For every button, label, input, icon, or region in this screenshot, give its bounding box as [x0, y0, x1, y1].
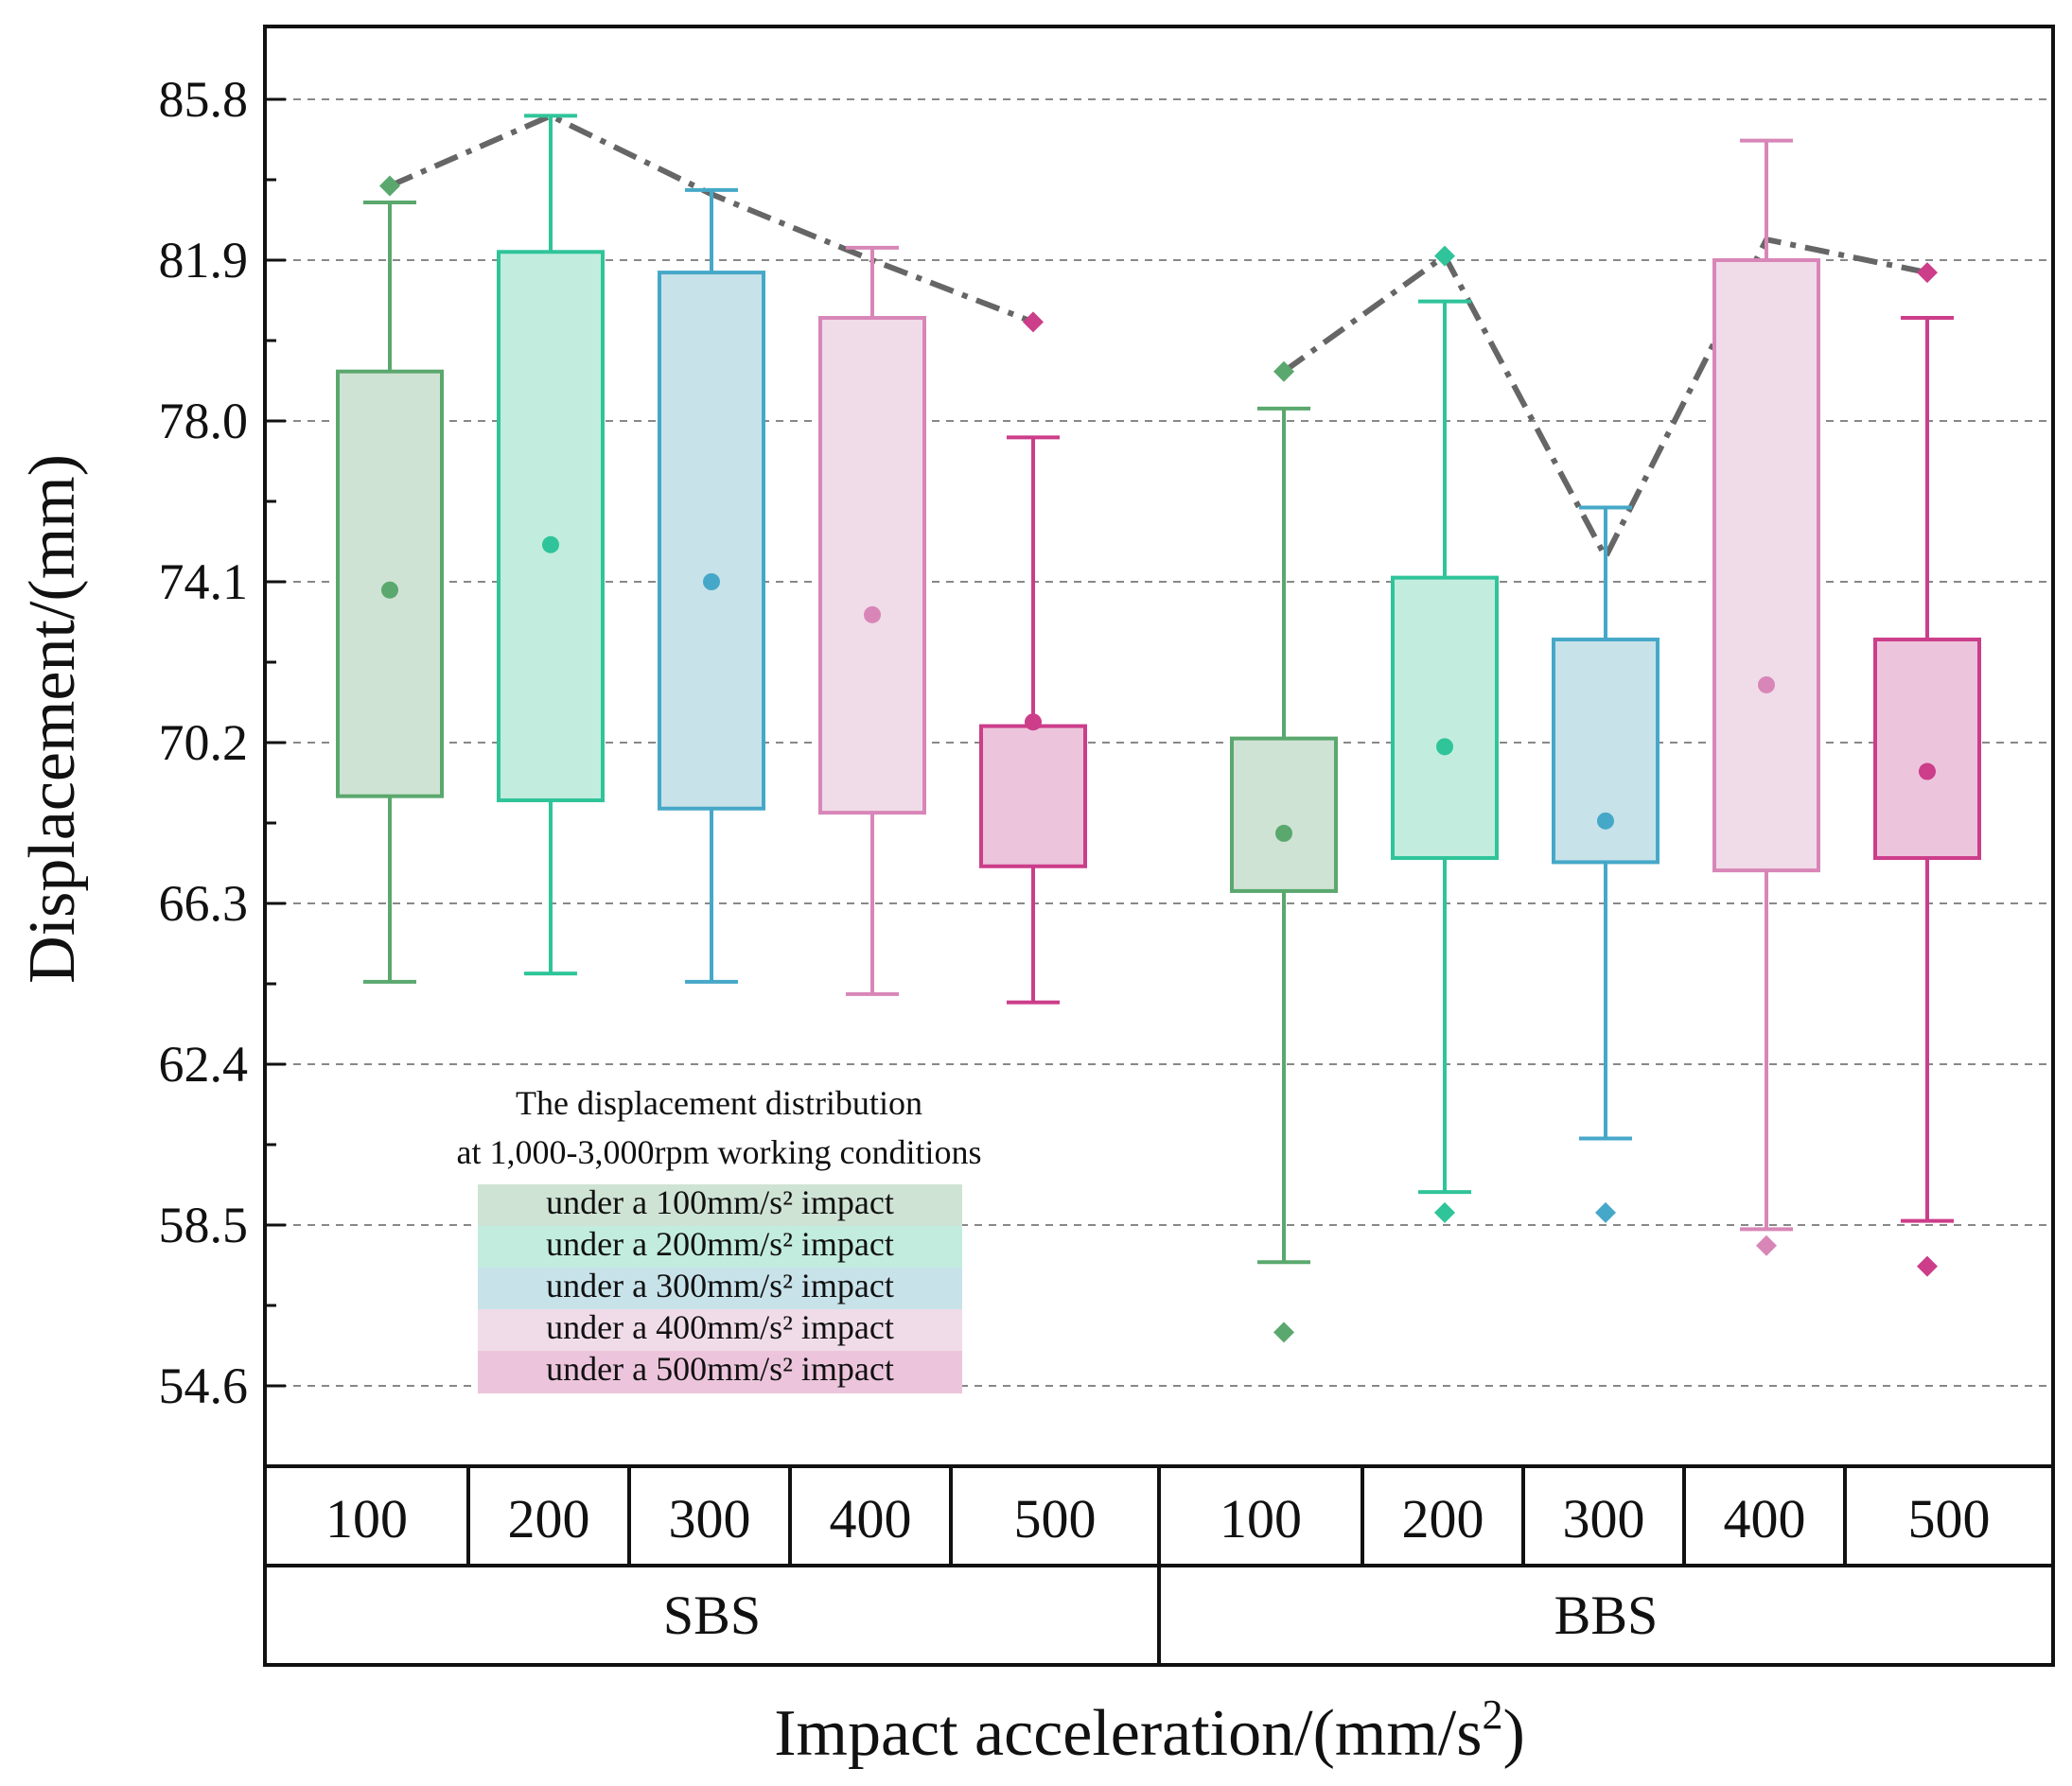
x-axis-title: Impact acceleration/(mm/s2)	[774, 1691, 1525, 1770]
legend-swatch	[478, 1351, 962, 1393]
x-axis-title-tail: )	[1502, 1697, 1524, 1770]
mean-point	[1436, 738, 1453, 756]
y-tick-label: 58.5	[159, 1197, 249, 1253]
iqr-box	[979, 724, 1087, 868]
y-tick-label: 78.0	[159, 393, 249, 449]
category-label: 300	[669, 1488, 751, 1550]
y-tick-label: 85.8	[159, 71, 249, 128]
y-axis-ticks: 85.8 81.9 78.0 74.1 70.2 66.3 62.4 58.5 54.6	[159, 71, 286, 1414]
outlier-point	[1434, 245, 1455, 267]
mean-point	[1025, 713, 1042, 731]
outlier-point	[1595, 1201, 1616, 1223]
legend-title-line2: at 1,000-3,000rpm working conditions	[457, 1133, 982, 1171]
legend: The displacement distribution at 1,000-3,…	[457, 1084, 982, 1393]
category-label: 400	[830, 1488, 912, 1550]
trend-lines	[388, 113, 1928, 560]
legend-item: under a 500mm/s² impact	[478, 1350, 962, 1393]
mean-point	[1597, 812, 1614, 830]
legend-swatch	[478, 1184, 962, 1227]
legend-swatch	[478, 1226, 962, 1269]
legend-item: under a 200mm/s² impact	[478, 1225, 962, 1269]
legend-label: under a 400mm/s² impact	[546, 1308, 894, 1346]
box-series	[336, 114, 1981, 1343]
mean-point	[1919, 762, 1936, 780]
box-SBS-100	[336, 175, 444, 984]
legend-title-line1: The displacement distribution	[516, 1084, 922, 1122]
y-tick-label: 81.9	[159, 232, 249, 289]
legend-label: under a 500mm/s² impact	[546, 1350, 894, 1388]
legend-item: under a 300mm/s² impact	[478, 1267, 962, 1310]
mean-point	[1758, 675, 1775, 693]
box-BBS-300	[1552, 505, 1659, 1223]
outlier-point	[1273, 360, 1294, 382]
category-label: 200	[508, 1488, 590, 1550]
legend-item: under a 400mm/s² impact	[478, 1308, 962, 1352]
outlier-point	[1273, 1322, 1294, 1343]
category-label: 400	[1724, 1488, 1806, 1550]
outlier-point	[1023, 311, 1044, 333]
legend-swatch	[478, 1268, 962, 1310]
outlier-point	[1917, 262, 1938, 284]
iqr-box	[1230, 736, 1338, 893]
legend-label: under a 100mm/s² impact	[546, 1183, 894, 1221]
x-axis-title-main: Impact acceleration/(mm/s	[774, 1697, 1482, 1770]
y-tick-label: 70.2	[159, 714, 249, 771]
box-SBS-300	[658, 187, 765, 984]
category-label: 200	[1402, 1488, 1484, 1550]
mean-point	[1275, 824, 1292, 842]
category-label: 100	[1220, 1488, 1302, 1550]
category-table: 100 200 300 400 500 100 200 300 400 500 SBS BBS	[263, 1464, 2055, 1667]
legend-label: under a 300mm/s² impact	[546, 1267, 894, 1304]
legend-swatch	[478, 1309, 962, 1352]
legend-item: under a 100mm/s² impact	[478, 1183, 962, 1227]
mean-point	[542, 535, 559, 553]
mean-point	[381, 581, 398, 599]
iqr-box	[1873, 638, 1981, 861]
trend-line-BBS	[1282, 236, 1928, 560]
outlier-point	[1434, 1201, 1455, 1223]
outlier-point	[1917, 1255, 1938, 1277]
box-BBS-200	[1391, 245, 1499, 1223]
iqr-box	[658, 271, 765, 811]
iqr-box	[497, 250, 605, 803]
mean-point	[703, 573, 720, 590]
box-BBS-400	[1712, 138, 1820, 1256]
y-tick-label: 62.4	[159, 1036, 249, 1093]
iqr-box	[1712, 258, 1820, 873]
legend-label: under a 200mm/s² impact	[546, 1225, 894, 1263]
mean-point	[864, 605, 881, 623]
y-tick-label: 66.3	[159, 875, 249, 932]
category-label: 500	[1014, 1488, 1097, 1550]
iqr-box	[818, 316, 926, 815]
outlier-point	[379, 175, 400, 197]
category-label: 300	[1563, 1488, 1645, 1550]
box-SBS-500	[979, 311, 1087, 1005]
box-BBS-100	[1230, 360, 1338, 1343]
group-label-BBS: BBS	[1554, 1585, 1659, 1646]
group-label-SBS: SBS	[663, 1585, 761, 1646]
category-label: 500	[1908, 1488, 1991, 1550]
y-axis-title: Displacement/(mm)	[16, 454, 89, 984]
outlier-point	[1756, 1234, 1777, 1256]
y-tick-label: 54.6	[159, 1357, 249, 1414]
box-BBS-500	[1873, 262, 1981, 1277]
x-axis-title-sup: 2	[1482, 1691, 1502, 1738]
box-SBS-400	[818, 245, 926, 996]
iqr-box	[1391, 575, 1499, 861]
y-tick-label: 74.1	[159, 553, 249, 610]
box-SBS-200	[497, 114, 605, 976]
category-label: 100	[325, 1488, 408, 1550]
